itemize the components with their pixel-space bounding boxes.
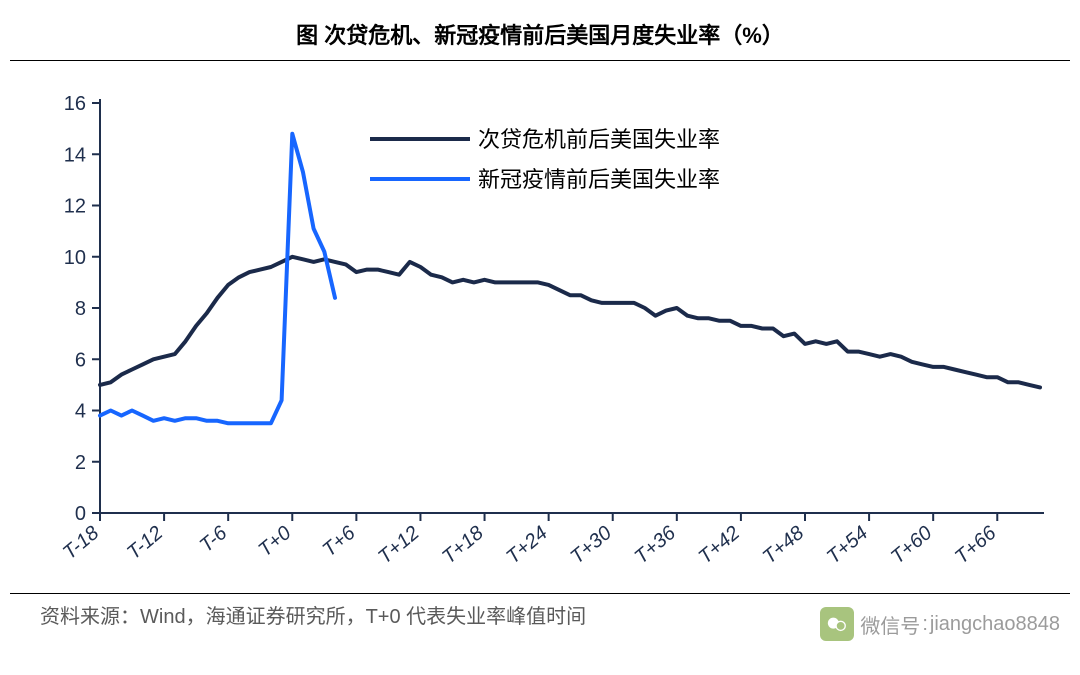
- series-subprime: [100, 257, 1040, 388]
- svg-text:T+54: T+54: [823, 522, 872, 569]
- svg-text:T+60: T+60: [887, 522, 936, 569]
- svg-text:12: 12: [64, 196, 86, 218]
- svg-text:0: 0: [75, 503, 86, 525]
- svg-text:6: 6: [75, 349, 86, 371]
- svg-text:T+12: T+12: [374, 522, 423, 569]
- legend-label: 次贷危机前后美国失业率: [478, 127, 720, 152]
- svg-text:T-12: T-12: [123, 522, 167, 564]
- line-chart: 0 2 4 6 8 10 12 14 16 T-18 T-12 T-6 T+0 T+6 T+12 T+18 T+…: [10, 69, 1070, 589]
- watermark: 微信号 : jiangchao8848: [820, 607, 1060, 641]
- svg-text:T+66: T+66: [951, 521, 1001, 568]
- chart-area: 0 2 4 6 8 10 12 14 16 T-18 T-12 T-6 T+0 T+6 T+12 T+18 T+…: [10, 69, 1070, 589]
- series-covid: [100, 134, 335, 424]
- svg-text:4: 4: [75, 401, 86, 423]
- svg-text:10: 10: [64, 247, 86, 269]
- svg-text:T-6: T-6: [196, 521, 232, 557]
- svg-text:2: 2: [75, 452, 86, 474]
- svg-text:T+0: T+0: [255, 522, 296, 561]
- svg-text:T+42: T+42: [695, 522, 744, 569]
- svg-text:16: 16: [64, 93, 86, 115]
- svg-text:T+6: T+6: [319, 521, 361, 561]
- svg-text:T+24: T+24: [502, 522, 551, 569]
- svg-text:T+18: T+18: [438, 522, 487, 569]
- legend-label: 新冠疫情前后美国失业率: [478, 167, 720, 192]
- watermark-id: jiangchao8848: [930, 613, 1060, 636]
- svg-text:T-18: T-18: [59, 522, 103, 564]
- svg-text:T+30: T+30: [566, 522, 615, 569]
- watermark-label: 微信号: [860, 610, 920, 639]
- svg-text:T+36: T+36: [631, 521, 681, 568]
- svg-text:14: 14: [64, 144, 86, 166]
- chart-title: 图 次贷危机、新冠疫情前后美国月度失业率（%）: [10, 18, 1070, 61]
- svg-text:8: 8: [75, 298, 86, 320]
- wechat-icon: [820, 607, 854, 641]
- svg-text:T+48: T+48: [759, 522, 808, 569]
